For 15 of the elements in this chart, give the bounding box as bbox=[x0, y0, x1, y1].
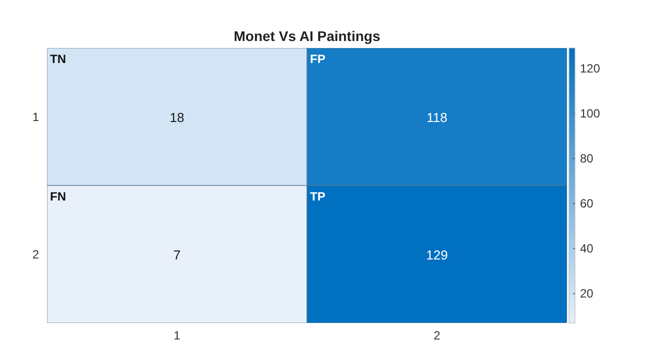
color-bar-label: 100 bbox=[580, 106, 600, 120]
color-bar-label: 40 bbox=[580, 242, 594, 256]
data-label: 18 bbox=[170, 110, 184, 125]
data-label: 129 bbox=[426, 247, 448, 262]
color-bar-label: 80 bbox=[580, 151, 594, 166]
color-bar-label: 20 bbox=[580, 286, 594, 301]
annotation: TP bbox=[310, 190, 326, 204]
data-label: 7 bbox=[173, 247, 181, 262]
annotation: TN bbox=[50, 52, 66, 66]
color-bar-label: 60 bbox=[580, 196, 594, 211]
annotation: FP bbox=[310, 52, 326, 66]
chart-title: Monet Vs AI Paintings bbox=[232, 28, 382, 44]
data-label: 118 bbox=[426, 110, 448, 125]
annotation: FN bbox=[50, 190, 66, 204]
color-bar-label: 120 bbox=[580, 61, 600, 76]
